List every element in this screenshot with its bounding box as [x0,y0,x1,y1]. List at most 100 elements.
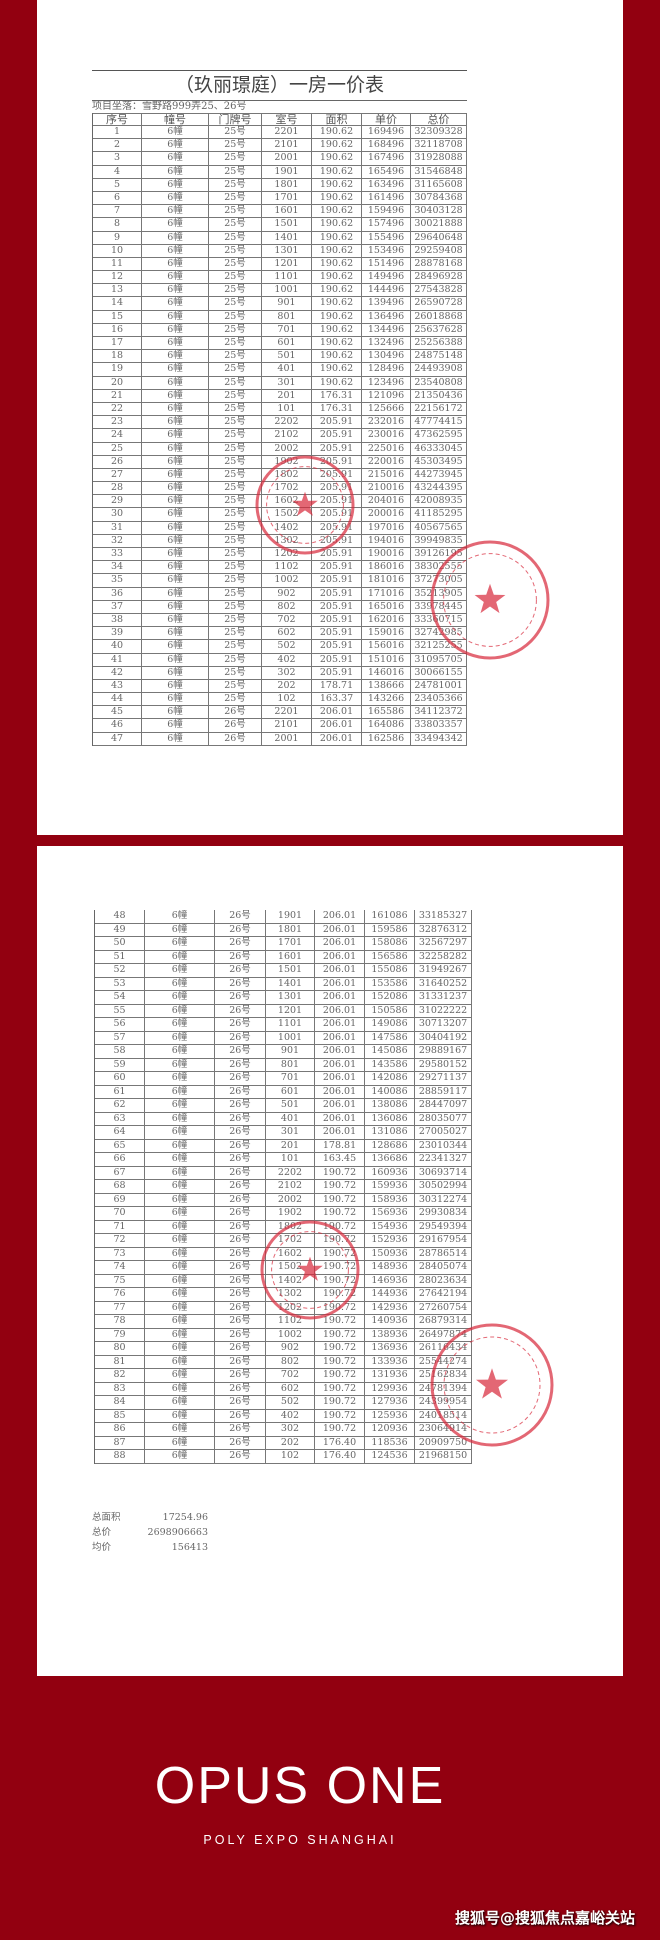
cell-building: 6幢 [145,1153,215,1166]
cell-door: 25号 [209,416,262,429]
cell-unit-price: 151016 [362,653,411,666]
cell-building: 6幢 [142,442,209,455]
cell-door: 25号 [209,402,262,416]
cell-seq: 20 [93,376,142,389]
cell-total-price: 27543828 [411,284,467,297]
table-row: 4 6幢 25号 1901 190.62 165496 31546848 [93,165,467,179]
cell-door: 26号 [215,1004,266,1017]
cell-seq: 11 [93,257,142,271]
cell-room: 702 [262,613,312,627]
cell-total-price: 29549394 [415,1220,472,1233]
table-row: 26 6幢 25号 1902 205.91 220016 45303495 [93,455,467,469]
cell-room: 1702 [262,482,312,495]
cell-unit-price: 128686 [365,1139,415,1152]
cell-area: 190.62 [312,323,362,336]
cell-room: 201 [266,1139,315,1152]
cell-room: 1202 [262,548,312,561]
cell-seq: 40 [93,640,142,653]
cell-area: 205.91 [312,574,362,587]
cell-door: 25号 [209,350,262,363]
cell-room: 1301 [262,244,312,257]
cell-room: 1502 [262,508,312,521]
cell-door: 26号 [215,1396,266,1409]
cell-room: 1402 [266,1274,315,1287]
cell-room: 1201 [266,1004,315,1017]
cell-seq: 84 [95,1396,145,1409]
column-header-room: 室号 [262,114,312,126]
cell-building: 6幢 [145,1207,215,1220]
cell-total-price: 26018868 [411,310,467,323]
cell-room: 2001 [262,152,312,165]
table-row: 55 6幢 26号 1201 206.01 150586 31022222 [95,1004,472,1018]
cell-unit-price: 152086 [365,991,415,1004]
cell-unit-price: 128496 [362,363,411,376]
cell-area: 190.62 [312,205,362,218]
cell-area: 190.72 [315,1409,365,1422]
cell-room: 1102 [262,561,312,574]
cell-area: 178.71 [312,679,362,693]
cell-unit-price: 163496 [362,178,411,191]
cell-area: 206.01 [315,1072,365,1085]
column-header-seq: 序号 [93,114,142,126]
summary-total-area: 总面积 17254.96 [92,1511,222,1524]
cell-seq: 77 [95,1301,145,1314]
cell-area: 206.01 [312,706,362,719]
table-row: 13 6幢 25号 1001 190.62 144496 27543828 [93,284,467,298]
cell-area: 176.31 [312,402,362,416]
cell-area: 190.72 [315,1423,365,1436]
cell-area: 190.72 [315,1396,365,1409]
cell-area: 190.62 [312,231,362,244]
cell-area: 190.62 [312,337,362,350]
cell-door: 25号 [209,429,262,442]
cell-unit-price: 133936 [365,1355,415,1368]
cell-unit-price: 159016 [362,627,411,640]
cell-area: 190.72 [315,1274,365,1287]
price-table-page-2: 48 6幢 26号 1901 206.01 161086 33185327 49 6幢 26号 18… [94,910,472,1464]
cell-room: 301 [266,1126,315,1139]
cell-building: 6幢 [142,350,209,363]
cell-area: 205.91 [312,653,362,666]
cell-area: 190.72 [315,1288,365,1301]
column-header-building: 幢号 [142,114,209,126]
cell-seq: 86 [95,1423,145,1436]
table-row: 47 6幢 26号 2001 206.01 162586 33494342 [93,732,467,746]
cell-door: 25号 [209,389,262,402]
cell-building: 6幢 [142,719,209,732]
cell-total-price: 26879314 [415,1315,472,1328]
cell-seq: 79 [95,1328,145,1341]
cell-room: 1602 [266,1247,315,1260]
cell-total-price: 30066155 [411,666,467,679]
cell-room: 202 [262,679,312,693]
cell-seq: 34 [93,561,142,574]
cell-door: 26号 [209,706,262,719]
cell-area: 190.62 [312,257,362,271]
cell-door: 25号 [209,693,262,706]
table-row: 41 6幢 25号 402 205.91 151016 31095705 [93,653,467,667]
summary-label: 总面积 [92,1512,121,1523]
cell-door: 25号 [209,165,262,178]
cell-unit-price: 146936 [365,1274,415,1287]
cell-unit-price: 149086 [365,1018,415,1031]
cell-total-price: 21350436 [411,389,467,402]
cell-door: 26号 [215,1234,266,1247]
cell-total-price: 33494342 [411,732,467,745]
cell-door: 25号 [209,627,262,640]
brand-subtitle: POLY EXPO SHANGHAI [203,1833,397,1847]
cell-building: 6幢 [145,1288,215,1301]
cell-building: 6幢 [142,495,209,508]
cell-building: 6幢 [142,640,209,653]
cell-door: 26号 [215,1180,266,1193]
cell-building: 6幢 [142,455,209,468]
cell-seq: 10 [93,244,142,257]
cell-room: 1502 [266,1261,315,1274]
table-row: 10 6幢 25号 1301 190.62 153496 29259408 [93,244,467,258]
cell-seq: 54 [95,991,145,1004]
cell-unit-price: 157496 [362,218,411,231]
table-row: 58 6幢 26号 901 206.01 145086 29889167 [95,1045,472,1059]
cell-total-price: 32309328 [411,126,467,139]
cell-building: 6幢 [145,910,215,923]
cell-door: 25号 [209,284,262,297]
cell-total-price: 27005027 [415,1126,472,1139]
cell-seq: 73 [95,1247,145,1260]
cell-door: 26号 [215,1369,266,1382]
